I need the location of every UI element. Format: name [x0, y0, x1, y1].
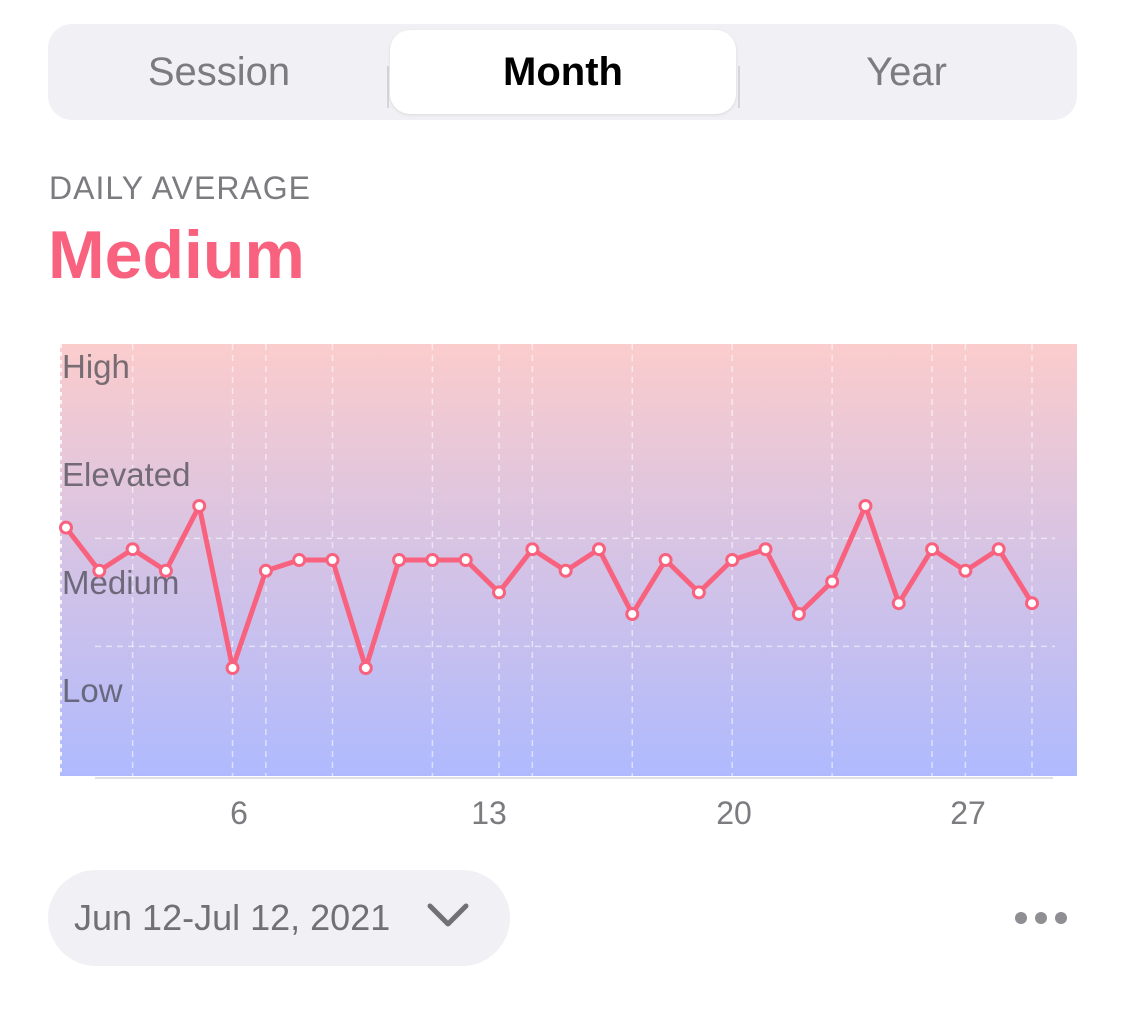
tab-year-label: Year [866, 49, 947, 94]
x-tick-label: 13 [471, 795, 507, 830]
period-segmented-control: Session Month Year [48, 24, 1077, 120]
data-point [158, 563, 173, 578]
segment-divider [387, 66, 389, 108]
data-point [425, 553, 440, 567]
data-point [591, 542, 606, 557]
x-tick-label: 27 [950, 795, 986, 830]
stress-series-line [63, 503, 1035, 671]
data-point [392, 553, 407, 567]
x-tick-label: 6 [230, 795, 248, 830]
data-points [59, 499, 1039, 675]
data-point [92, 563, 107, 578]
data-point [991, 542, 1006, 557]
data-point [125, 542, 140, 557]
data-point [758, 542, 773, 557]
chevron-down-icon [427, 903, 469, 927]
data-point [725, 553, 740, 567]
date-range-label: Jun 12-Jul 12, 2021 [74, 897, 391, 938]
data-point [891, 596, 906, 611]
tab-month[interactable]: Month [390, 30, 736, 114]
data-point [525, 542, 540, 557]
chart-background [60, 344, 1077, 776]
data-point [958, 563, 973, 578]
date-range-picker[interactable]: Jun 12-Jul 12, 2021 [48, 870, 510, 966]
data-point [691, 585, 706, 600]
series-line-group [63, 503, 1035, 671]
data-point [658, 553, 673, 567]
tab-session-label: Session [147, 49, 291, 94]
tab-year[interactable]: Year [742, 30, 1071, 114]
x-tick-label: 20 [716, 795, 752, 830]
level-label-low: Low [62, 672, 123, 709]
data-point [558, 563, 573, 578]
grid-lines [60, 344, 1055, 779]
data-point [292, 553, 307, 567]
data-point [1025, 596, 1039, 611]
data-point [492, 585, 507, 600]
data-point [258, 563, 273, 578]
data-point [225, 661, 240, 675]
data-point [458, 553, 473, 567]
data-point [625, 607, 640, 621]
level-label-high: High [62, 348, 130, 385]
data-point [59, 520, 73, 535]
ellipsis-icon[interactable] [1010, 898, 1072, 938]
data-point [825, 574, 840, 589]
stress-level-chart: Low Medium Elevated High 6 13 20 27 [0, 330, 1125, 830]
data-point [325, 553, 340, 567]
daily-average-value: Medium [48, 217, 305, 293]
data-point [192, 499, 207, 513]
x-axis-ticks: 6 13 20 27 [230, 795, 986, 830]
data-point [791, 607, 806, 621]
data-point [358, 661, 373, 675]
daily-average-label: DAILY AVERAGE [49, 170, 311, 206]
tab-session[interactable]: Session [54, 30, 384, 114]
segment-divider [738, 66, 740, 108]
data-point [858, 499, 873, 513]
data-point [925, 542, 940, 557]
level-label-elevated: Elevated [62, 456, 190, 493]
tab-month-label: Month [503, 49, 623, 94]
